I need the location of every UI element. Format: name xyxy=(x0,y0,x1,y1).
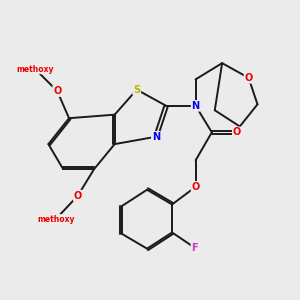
Text: methoxy: methoxy xyxy=(37,215,74,224)
Text: F: F xyxy=(191,243,198,253)
Text: O: O xyxy=(244,73,253,83)
Text: N: N xyxy=(192,101,200,111)
Text: O: O xyxy=(191,182,200,192)
Text: methoxy: methoxy xyxy=(16,64,54,74)
Text: N: N xyxy=(152,132,160,142)
Text: O: O xyxy=(74,190,82,201)
Text: O: O xyxy=(233,127,241,137)
Text: O: O xyxy=(53,86,61,96)
Text: S: S xyxy=(133,85,140,94)
